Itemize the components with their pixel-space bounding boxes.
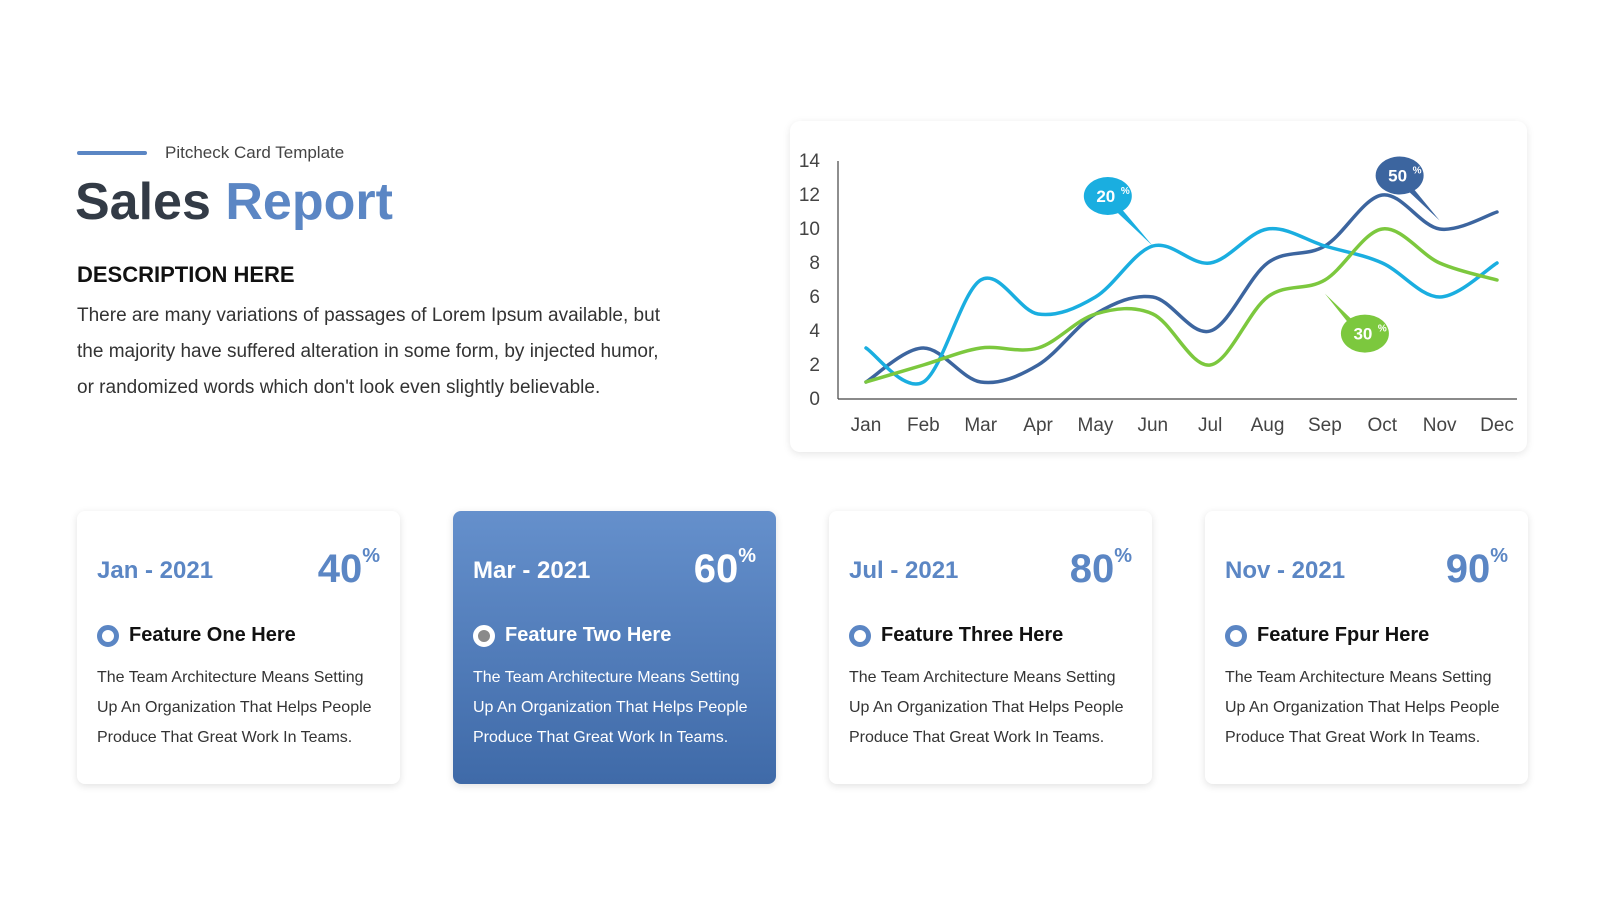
card-percent: 90% <box>1445 545 1508 592</box>
x-tick-label: Aug <box>1251 415 1285 436</box>
feature-card-1[interactable]: Jan - 2021 40% Feature One Here The Team… <box>77 511 400 784</box>
card-date: Mar - 2021 <box>473 557 591 584</box>
title-main: Sales <box>75 173 211 231</box>
card-text: The Team Architecture Means Setting Up A… <box>473 669 748 746</box>
card-date: Jul - 2021 <box>849 557 959 584</box>
card-percent: 80% <box>1069 545 1132 592</box>
annotation-bubble <box>1375 156 1424 195</box>
eyebrow-text: Pitcheck Card Template <box>165 143 345 162</box>
y-tick-label: 6 <box>809 287 820 308</box>
card-percent: 40% <box>317 545 380 592</box>
radio-icon <box>849 624 871 647</box>
card-percent-unit: % <box>362 545 380 567</box>
card-feature: Feature Fpur Here <box>1225 624 1429 647</box>
y-tick-label: 10 <box>799 219 820 240</box>
radio-icon <box>97 624 119 647</box>
x-tick-label: Dec <box>1480 415 1514 436</box>
x-tick-label: Oct <box>1367 415 1397 436</box>
title-accent: Report <box>225 173 393 231</box>
radio-icon <box>1225 624 1247 647</box>
feature-card-3[interactable]: Jul - 2021 80% Feature Three Here The Te… <box>829 511 1152 784</box>
annotation-bubble <box>1083 177 1132 215</box>
card-feature-label: Feature Fpur Here <box>1257 624 1430 646</box>
x-tick-label: Sep <box>1308 415 1342 436</box>
annotation-label: 50 <box>1388 167 1407 186</box>
card-percent-value: 60 <box>693 547 739 591</box>
card-percent-unit: % <box>1490 545 1508 567</box>
card-percent-value: 90 <box>1445 547 1491 591</box>
line-chart: 0 2 4 6 8 10 12 14 Jan Feb Mar Apr May Jun Jul Aug Sep Oc… <box>799 151 1517 436</box>
x-tick-label: May <box>1078 415 1114 436</box>
card-text: The Team Architecture Means Setting Up A… <box>849 669 1124 746</box>
card-percent-unit: % <box>1114 545 1132 567</box>
card-percent-value: 80 <box>1069 547 1115 591</box>
annotation-label: 20 <box>1096 187 1115 206</box>
card-feature-label: Feature Three Here <box>881 624 1064 646</box>
x-tick-label: Jun <box>1137 415 1168 436</box>
x-tick-label: Mar <box>964 415 997 436</box>
card-percent: 60% <box>693 545 756 592</box>
x-tick-label: Jul <box>1198 415 1222 436</box>
annotation-unit: % <box>1121 186 1130 197</box>
series-line-1 <box>864 193 1499 385</box>
annotation-label: 30 <box>1353 325 1372 344</box>
annotation-unit: % <box>1378 324 1387 335</box>
eyebrow-line <box>77 151 147 155</box>
y-tick-label: 14 <box>799 151 821 172</box>
card-percent-unit: % <box>738 545 756 567</box>
series-line-2 <box>864 226 1499 386</box>
x-tick-label: Jan <box>851 415 882 436</box>
y-tick-label: 0 <box>809 389 820 410</box>
annotation-unit: % <box>1413 166 1422 177</box>
card-percent-value: 40 <box>317 547 363 591</box>
feature-card-4[interactable]: Nov - 2021 90% Feature Fpur Here The Tea… <box>1205 511 1528 784</box>
card-date: Jan - 2021 <box>97 557 214 584</box>
card-date: Nov - 2021 <box>1225 557 1346 584</box>
radio-icon <box>473 624 495 647</box>
card-text: The Team Architecture Means Setting Up A… <box>1225 669 1500 746</box>
card-feature: Feature Two Here <box>473 624 671 647</box>
chart-card: 0 2 4 6 8 10 12 14 Jan Feb Mar Apr May Jun Jul Aug Sep Oc… <box>790 121 1527 452</box>
x-tick-label: Nov <box>1423 415 1457 436</box>
x-tick-label: Feb <box>907 415 940 436</box>
y-tick-label: 12 <box>799 185 820 206</box>
y-tick-label: 4 <box>809 321 820 342</box>
annotation-bubble <box>1340 314 1389 353</box>
eyebrow: Pitcheck Card Template <box>77 143 344 163</box>
y-tick-label: 8 <box>809 253 820 274</box>
x-tick-label: Apr <box>1023 415 1053 436</box>
page-title: Sales Report <box>75 172 393 232</box>
series-line-3 <box>864 227 1499 384</box>
card-feature-label: Feature One Here <box>129 624 296 646</box>
card-feature: Feature Three Here <box>849 624 1063 647</box>
card-text: The Team Architecture Means Setting Up A… <box>97 669 372 746</box>
y-tick-label: 2 <box>809 355 820 376</box>
card-feature-label: Feature Two Here <box>505 624 672 646</box>
card-feature: Feature One Here <box>97 624 296 647</box>
feature-card-2[interactable]: Mar - 2021 60% Feature Two Here The Team… <box>453 511 776 784</box>
description-body: There are many variations of passages of… <box>77 305 660 398</box>
description-heading: DESCRIPTION HERE <box>77 262 295 287</box>
